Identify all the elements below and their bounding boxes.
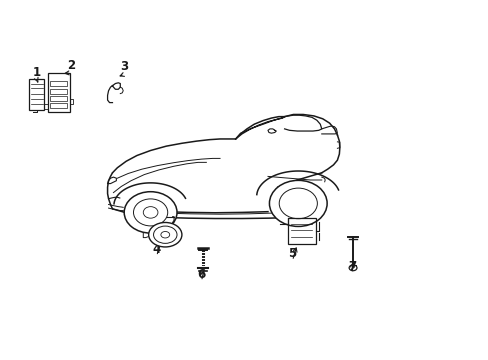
Text: 1: 1 — [33, 66, 41, 78]
Ellipse shape — [148, 222, 182, 247]
Bar — [29, 79, 44, 110]
Text: 4: 4 — [152, 243, 160, 256]
Text: 3: 3 — [121, 60, 128, 73]
Ellipse shape — [279, 188, 317, 219]
Bar — [50, 81, 67, 86]
Ellipse shape — [124, 192, 177, 233]
Ellipse shape — [269, 180, 326, 226]
Text: 5: 5 — [288, 247, 296, 260]
Bar — [50, 89, 67, 94]
Ellipse shape — [143, 207, 158, 218]
Text: 7: 7 — [347, 260, 355, 273]
Bar — [50, 96, 67, 101]
Ellipse shape — [161, 231, 169, 238]
Text: 2: 2 — [67, 59, 75, 72]
Ellipse shape — [153, 226, 177, 243]
Bar — [48, 73, 70, 112]
Ellipse shape — [133, 199, 167, 226]
Bar — [287, 218, 315, 244]
Text: 6: 6 — [197, 268, 205, 281]
Bar — [50, 103, 67, 108]
